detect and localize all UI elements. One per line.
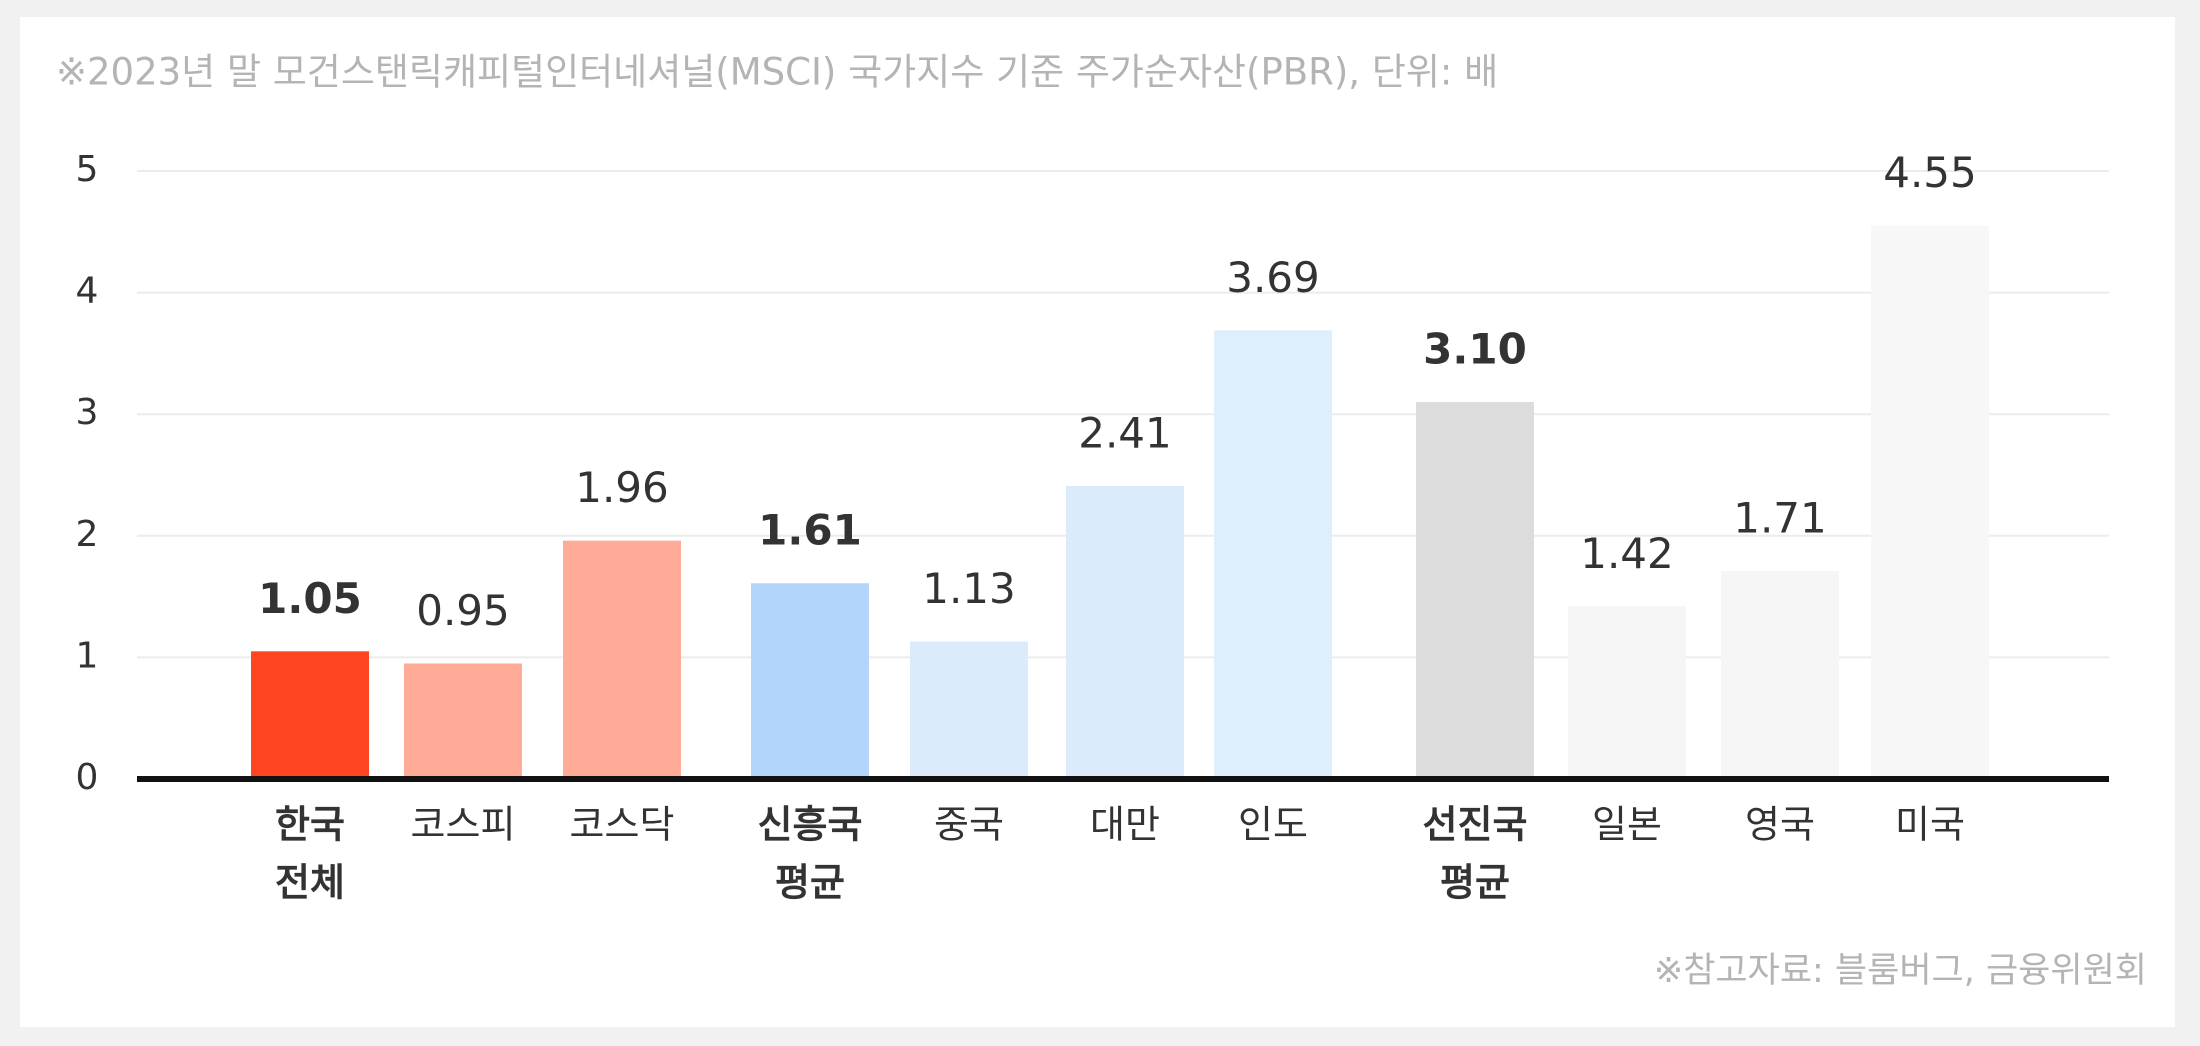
- y-tick-label: 4: [76, 271, 99, 312]
- y-tick-label: 2: [76, 514, 99, 555]
- bar: [751, 583, 869, 779]
- x-tick-label: 대만: [1090, 803, 1160, 847]
- y-tick-label: 3: [76, 392, 99, 433]
- bar: [563, 540, 681, 779]
- y-tick-label: 5: [76, 149, 99, 190]
- x-tick-label: 선진국: [1423, 803, 1528, 847]
- value-label: 1.61: [758, 506, 862, 555]
- value-label: 3.10: [1423, 325, 1527, 374]
- value-label: 3.69: [1226, 253, 1320, 302]
- x-tick-label: 한국: [275, 803, 345, 847]
- value-label: 1.13: [922, 564, 1016, 613]
- chart-title: ※2023년 말 모건스탠릭캐피털인터네셔널(MSCI) 국가지수 기준 주가순…: [56, 51, 1498, 94]
- bar: [1416, 402, 1534, 779]
- bar: [1568, 606, 1686, 779]
- bar: [910, 641, 1028, 779]
- x-tick-label: 영국: [1745, 803, 1815, 847]
- x-tick-label: 미국: [1895, 803, 1965, 847]
- x-tick-label: 신흥국: [758, 803, 863, 847]
- value-label: 2.41: [1078, 408, 1172, 457]
- x-tick-label: 일본: [1592, 803, 1662, 847]
- bar: [1721, 571, 1839, 779]
- bar: [1871, 225, 1989, 780]
- x-tick-label: 코스피: [411, 803, 516, 847]
- value-label: 1.71: [1733, 494, 1827, 543]
- y-tick-label: 1: [76, 635, 99, 676]
- x-tick-label: 중국: [934, 803, 1004, 847]
- value-label: 1.96: [575, 463, 669, 512]
- bar: [1214, 330, 1332, 779]
- y-tick-label: 0: [76, 757, 99, 798]
- x-tick-label: 평균: [775, 861, 845, 905]
- x-tick-label: 전체: [275, 861, 345, 905]
- bar: [404, 663, 522, 779]
- value-label: 1.42: [1580, 529, 1674, 578]
- value-label: 0.95: [416, 586, 510, 635]
- value-label: 4.55: [1883, 148, 1977, 197]
- x-tick-label: 인도: [1238, 803, 1308, 847]
- bar: [1066, 485, 1184, 779]
- source-note: ※참고자료: 블룸버그, 금융위원회: [1654, 951, 2147, 991]
- x-tick-label: 코스닥: [570, 803, 675, 847]
- bar: [251, 651, 369, 779]
- x-tick-label: 평균: [1440, 861, 1510, 905]
- value-label: 1.05: [258, 574, 362, 623]
